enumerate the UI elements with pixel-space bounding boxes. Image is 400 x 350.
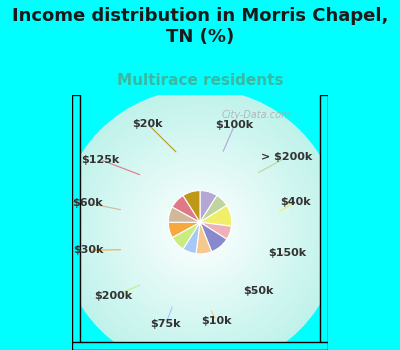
Circle shape	[120, 150, 280, 310]
Circle shape	[181, 211, 219, 249]
Circle shape	[125, 155, 275, 305]
Circle shape	[160, 190, 240, 270]
Circle shape	[151, 181, 249, 279]
Wedge shape	[200, 205, 232, 226]
Wedge shape	[196, 222, 212, 254]
Circle shape	[76, 106, 324, 350]
Text: $30k: $30k	[74, 245, 104, 256]
Circle shape	[144, 174, 256, 286]
Circle shape	[134, 164, 266, 296]
Circle shape	[92, 122, 308, 338]
Circle shape	[169, 199, 231, 260]
Circle shape	[186, 216, 214, 244]
Circle shape	[106, 136, 294, 324]
Text: $150k: $150k	[268, 248, 306, 258]
FancyBboxPatch shape	[320, 94, 328, 350]
Text: $200k: $200k	[94, 291, 132, 301]
Text: Income distribution in Morris Chapel,
TN (%): Income distribution in Morris Chapel, TN…	[12, 7, 388, 46]
Circle shape	[165, 195, 235, 265]
Circle shape	[113, 143, 287, 317]
Text: $10k: $10k	[201, 316, 232, 326]
Circle shape	[71, 101, 329, 350]
Circle shape	[85, 115, 315, 345]
Circle shape	[184, 214, 216, 246]
Text: $20k: $20k	[132, 119, 163, 129]
Circle shape	[176, 206, 224, 253]
Circle shape	[66, 96, 334, 350]
Circle shape	[130, 160, 270, 300]
Wedge shape	[183, 190, 200, 222]
Circle shape	[137, 167, 263, 293]
Circle shape	[153, 183, 247, 277]
Circle shape	[132, 162, 268, 298]
Circle shape	[80, 111, 320, 349]
Circle shape	[83, 113, 317, 347]
Wedge shape	[168, 222, 200, 238]
Text: $100k: $100k	[216, 120, 254, 130]
Circle shape	[94, 125, 306, 335]
Circle shape	[155, 185, 245, 274]
Text: $40k: $40k	[280, 197, 311, 207]
Circle shape	[62, 92, 338, 350]
Circle shape	[111, 141, 289, 319]
Circle shape	[162, 192, 238, 267]
Circle shape	[118, 148, 282, 312]
Circle shape	[174, 204, 226, 256]
Circle shape	[78, 108, 322, 350]
Circle shape	[127, 157, 273, 303]
Circle shape	[102, 132, 298, 328]
Circle shape	[116, 146, 284, 314]
Circle shape	[64, 94, 336, 350]
Circle shape	[179, 209, 221, 251]
Circle shape	[99, 129, 301, 331]
Circle shape	[188, 218, 212, 242]
Circle shape	[193, 223, 207, 237]
Circle shape	[167, 197, 233, 263]
Circle shape	[195, 225, 205, 235]
Wedge shape	[200, 190, 217, 222]
Text: > $200k: > $200k	[261, 152, 312, 162]
Wedge shape	[172, 196, 200, 222]
Circle shape	[88, 118, 312, 342]
Circle shape	[172, 202, 228, 258]
Circle shape	[104, 134, 296, 326]
Circle shape	[198, 228, 202, 232]
Circle shape	[60, 89, 340, 350]
Circle shape	[190, 220, 210, 239]
FancyBboxPatch shape	[72, 342, 328, 350]
Circle shape	[158, 188, 242, 272]
Circle shape	[108, 139, 292, 321]
Circle shape	[74, 103, 326, 350]
Wedge shape	[183, 222, 200, 254]
Circle shape	[69, 99, 331, 350]
Circle shape	[148, 178, 252, 282]
Circle shape	[97, 127, 303, 333]
Wedge shape	[168, 207, 200, 222]
Text: $50k: $50k	[244, 286, 274, 296]
Circle shape	[139, 169, 261, 291]
Circle shape	[90, 120, 310, 340]
Wedge shape	[172, 222, 200, 249]
Text: $125k: $125k	[81, 155, 120, 164]
Text: $75k: $75k	[150, 320, 181, 329]
FancyBboxPatch shape	[72, 94, 80, 350]
Text: Multirace residents: Multirace residents	[117, 73, 283, 88]
Circle shape	[146, 176, 254, 284]
Wedge shape	[200, 222, 227, 252]
Circle shape	[123, 153, 277, 307]
Text: City-Data.com: City-Data.com	[221, 110, 291, 120]
Text: $60k: $60k	[72, 198, 103, 208]
Wedge shape	[200, 222, 232, 239]
Circle shape	[141, 171, 259, 289]
Wedge shape	[200, 196, 227, 222]
